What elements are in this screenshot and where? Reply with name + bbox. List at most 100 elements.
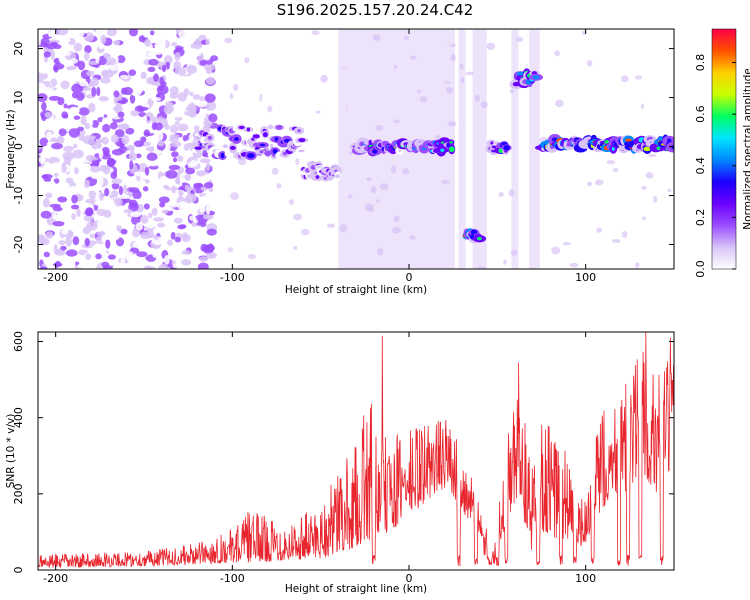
- heatmap-cell: [221, 30, 228, 38]
- heatmap-cell: [143, 203, 150, 210]
- heatmap-cell: [157, 140, 165, 147]
- heatmap-cell: [233, 84, 239, 92]
- heatmap-cell: [142, 29, 150, 38]
- heatmap-cell: [67, 185, 79, 192]
- heatmap-cell: [309, 45, 314, 51]
- heatmap-cell: [101, 69, 109, 78]
- x-tick-label: 100: [575, 271, 596, 284]
- heatmap-cell: [431, 210, 437, 215]
- heatmap-cell: [71, 213, 76, 220]
- heatmap-cell: [395, 94, 403, 102]
- heatmap-cell: [174, 51, 181, 61]
- heatmap-cell: [494, 232, 500, 236]
- heatmap-cell: [409, 235, 416, 240]
- heatmap-cell: [315, 175, 320, 179]
- heatmap-cell: [586, 181, 593, 187]
- heatmap-cell: [206, 228, 217, 236]
- heatmap-cell: [117, 111, 125, 118]
- heatmap-cell: [158, 196, 170, 204]
- heatmap-cell: [596, 227, 603, 233]
- heatmap-cell: [205, 67, 213, 75]
- heatmap-cell: [190, 240, 202, 250]
- heatmap-cell: [146, 223, 155, 229]
- heatmap-cell: [611, 238, 621, 243]
- heatmap-cell: [83, 215, 94, 222]
- heatmap-cell: [438, 121, 444, 127]
- heatmap-cell: [419, 96, 428, 103]
- heatmap-cell: [136, 153, 142, 159]
- heatmap-cell: [531, 210, 540, 218]
- heatmap-cell: [43, 251, 50, 258]
- heatmap-cell: [216, 99, 222, 104]
- heatmap-cell: [262, 132, 268, 138]
- heatmap-cell: [172, 109, 184, 118]
- heatmap-cell: [61, 164, 67, 173]
- heatmap-cell: [306, 173, 312, 179]
- heatmap-cell: [648, 153, 657, 158]
- colorbar-tick-label: 0.2: [694, 209, 707, 227]
- heatmap-cell: [89, 77, 100, 87]
- y-tick-label: -20: [12, 236, 25, 254]
- heatmap-cell: [52, 221, 65, 227]
- heatmap-cell: [61, 228, 69, 235]
- heatmap-cell: [185, 167, 196, 175]
- heatmap-cell: [102, 124, 111, 133]
- heatmap-cell: [337, 253, 343, 258]
- heatmap-cell: [580, 116, 589, 124]
- heatmap-cell: [157, 222, 166, 228]
- heatmap-cell: [57, 36, 68, 42]
- heatmap-cell: [393, 64, 398, 70]
- heatmap-cell: [326, 223, 336, 229]
- y-tick-label: 10: [12, 91, 25, 105]
- heatmap-cell: [503, 259, 507, 265]
- heatmap-cell: [375, 124, 384, 132]
- heatmap-cell: [634, 75, 643, 80]
- heatmap-cell: [171, 202, 179, 208]
- heatmap-cell: [144, 166, 150, 176]
- heatmap-cell: [486, 42, 496, 51]
- heatmap-cell: [203, 120, 213, 128]
- heatmap-cell: [96, 208, 107, 216]
- heatmap-cell: [62, 73, 74, 83]
- heatmap-cell: [140, 214, 149, 224]
- heatmap-cell: [264, 150, 272, 157]
- heatmap-cell: [435, 134, 441, 142]
- heatmap-cell: [284, 207, 292, 214]
- heatmap-cell: [364, 203, 374, 212]
- heatmap-cell: [58, 92, 66, 99]
- heatmap-cell: [607, 185, 611, 190]
- heatmap-cell: [85, 264, 92, 269]
- heatmap-cell: [403, 36, 410, 40]
- heatmap-cell: [84, 237, 90, 247]
- heatmap-cell: [189, 91, 194, 97]
- heatmap-cell: [471, 250, 476, 256]
- heatmap-cell: [58, 54, 66, 64]
- heatmap-cell: [128, 69, 137, 76]
- heatmap-cell: [295, 193, 299, 200]
- heatmap-cell: [112, 106, 123, 111]
- heatmap-cell: [417, 201, 426, 206]
- heatmap-cell: [585, 90, 590, 97]
- heatmap-cell: [339, 224, 348, 233]
- heatmap-cell: [459, 63, 464, 70]
- heatmap-cell: [177, 123, 189, 132]
- heatmap-cell: [290, 29, 300, 36]
- heatmap-cell: [85, 198, 96, 204]
- heatmap-cell: [143, 129, 151, 137]
- heatmap-cell: [71, 83, 84, 94]
- heatmap-cell: [447, 36, 453, 41]
- heatmap-cell: [136, 251, 148, 258]
- heatmap-cell: [283, 193, 287, 199]
- heatmap-cell: [454, 231, 460, 237]
- heatmap-cell: [174, 177, 180, 185]
- heatmap-cell: [161, 209, 169, 214]
- heatmap-cell: [114, 197, 123, 207]
- heatmap-cell: [425, 203, 433, 211]
- heatmap-cell: [298, 149, 305, 153]
- heatmap-cell: [136, 41, 145, 50]
- y-tick-label: 0: [12, 143, 25, 150]
- heatmap-cell: [51, 162, 63, 167]
- heatmap-cell: [551, 246, 560, 255]
- heatmap-cell: [574, 229, 581, 235]
